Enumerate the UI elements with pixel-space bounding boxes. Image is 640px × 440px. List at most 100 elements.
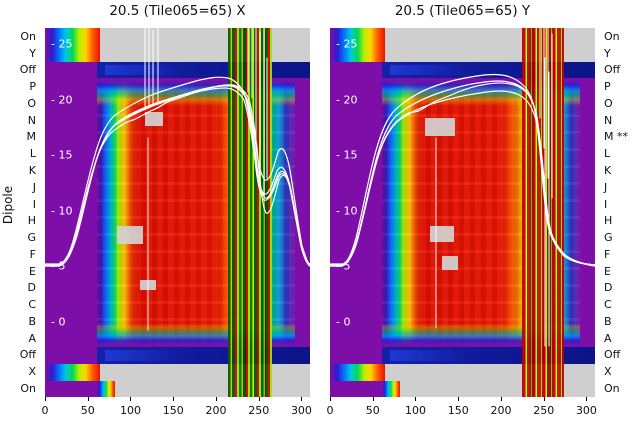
x-tick-mark (415, 397, 417, 401)
x-tick-label: 50 (80, 404, 95, 417)
dipole-row-label: N (27, 113, 36, 127)
flagged-patch (442, 256, 458, 270)
rfi-stripes (522, 28, 564, 397)
dipole-row-label: L (604, 147, 611, 161)
inner-y-tick-left: - 10 (51, 204, 73, 217)
rainbow-swatch (330, 45, 385, 62)
inner-y-tick-left: - 15 (51, 148, 73, 162)
dipole-row-label: M (26, 130, 37, 144)
inner-y-tick-left: - 0 (336, 315, 351, 328)
dipole-row-label: On (20, 381, 36, 395)
heatmap-x: - 25- 20- 15- 10- 5- 0 25201510 (45, 28, 310, 397)
x-tick-label: 50 (365, 404, 380, 417)
x-tick-label: 250 (248, 404, 270, 417)
dipole-row-label: On (604, 29, 620, 43)
rainbow-swatch (97, 381, 115, 397)
inner-y-tick-left: - 20 (336, 93, 358, 106)
dipole-row-label: Off (19, 63, 36, 77)
inner-y-tick-left: - 10 (336, 204, 358, 217)
rainbow-swatch (45, 45, 100, 62)
x-tick-label: 100 (404, 404, 426, 417)
dipole-row-label: P (604, 80, 611, 94)
purple-chunk (330, 381, 382, 397)
dipole-row-label: C (604, 298, 612, 312)
inner-y-tick-left: - 15 (336, 148, 358, 162)
dipole-row-label: X (604, 365, 612, 379)
dipole-row-label: P (29, 80, 36, 94)
dipole-row-label: K (604, 164, 612, 177)
x-tick-mark (45, 397, 46, 401)
dipole-row-label: Y (29, 46, 36, 60)
x-tick-mark (301, 397, 303, 401)
dipole-labels-right: On Y Off P O N M ** L K J I H G F E D C B A Off X On (600, 28, 640, 397)
dipole-row-label: I (32, 197, 36, 211)
x-tick-label: 150 (447, 404, 469, 417)
dipole-row-label: X (28, 365, 36, 379)
dipole-row-label: J (604, 180, 608, 194)
bandpass-curves-y (330, 28, 595, 347)
x-tick-mark (87, 397, 89, 401)
inner-y-tick-left: - 25 (336, 37, 358, 51)
rfi-stripes (228, 28, 272, 397)
dipole-row-label: I (604, 197, 608, 211)
dipole-row-label: On (604, 381, 620, 395)
inner-y-tick-left: - 5 (51, 259, 66, 273)
panel-title-y: 20.5 (Tile065=65) Y (394, 3, 531, 19)
dipole-row-label: Off (604, 348, 621, 362)
x-tick-label: 0 (326, 404, 334, 417)
rainbow-swatch (330, 28, 385, 45)
rainbow-swatch (45, 364, 100, 381)
flagged-patch (117, 226, 143, 244)
x-tick-mark (130, 397, 132, 401)
x-tick-mark (258, 397, 260, 401)
dipole-row-label: Off (19, 348, 36, 362)
heatmap-y: - 25 - 20 - 15 - 10 - 5 - 0 (330, 28, 595, 397)
x-tick-label: 0 (41, 404, 49, 417)
x-tick-label: 300 (575, 404, 597, 417)
dipole-row-label: F (604, 247, 611, 261)
dipole-row-label: B (28, 314, 36, 328)
dipole-row-label: A (604, 331, 612, 345)
x-tick-label: 150 (162, 404, 184, 417)
dipole-row-label: A (28, 331, 36, 345)
dipole-row-label: G (27, 231, 36, 245)
purple-chunk (45, 381, 97, 397)
dipole-row-label: G (604, 231, 613, 245)
x-tick-label: 200 (205, 404, 227, 417)
dipole-row-label: On (20, 29, 36, 43)
bandpass-curves-x (45, 28, 310, 331)
x-tick-mark (330, 397, 331, 401)
panel-title-x: 20.5 (Tile065=65) X (109, 3, 246, 19)
dipole-row-label: N (604, 113, 613, 127)
inner-y-tick-left: - 5 (336, 259, 351, 273)
x-tick-label: 200 (490, 404, 512, 417)
dipole-row-label: E (604, 264, 611, 278)
dipole-row-label: Off (604, 63, 621, 77)
inner-y-tick-left: - 20 (51, 93, 73, 106)
inner-y-tick-left: - 0 (51, 315, 66, 328)
x-tick-mark (586, 397, 588, 401)
x-tick-mark (372, 397, 374, 401)
dipole-row-label: L (29, 147, 36, 161)
dipole-row-label: M ** (604, 130, 628, 144)
flagged-patch (145, 112, 163, 126)
dipole-row-label: D (27, 281, 36, 295)
x-tick-mark (458, 397, 460, 401)
inner-y-tick-left: - 25 (51, 37, 73, 51)
x-tick-mark (215, 397, 217, 401)
dipole-row-label: H (27, 214, 36, 228)
rainbow-swatch (330, 364, 385, 381)
panel-y: - 25 - 20 - 15 - 10 - 5 - 0 0 50 100 150 200 250 30… (327, 28, 597, 417)
x-axis: 0 50 100 150 200 250 300 (41, 397, 312, 437)
dipole-row-label: D (604, 281, 613, 295)
dipole-row-label: C (28, 298, 36, 312)
flagged-patch (425, 118, 455, 136)
dipole-row-label: O (604, 96, 613, 110)
dipole-row-label: F (29, 247, 36, 261)
x-tick-label: 250 (533, 404, 555, 417)
rainbow-swatch (382, 381, 400, 397)
dipole-row-label: E (29, 264, 36, 278)
dipole-row-label: B (604, 314, 612, 328)
dipole-row-label: Y (604, 46, 611, 60)
